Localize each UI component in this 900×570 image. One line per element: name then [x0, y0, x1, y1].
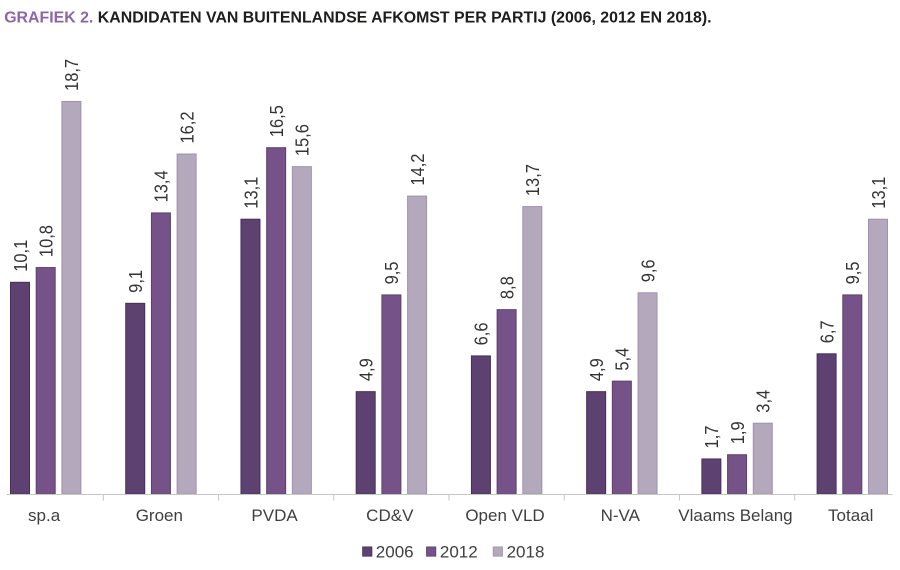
- svg-text:9,1: 9,1: [125, 270, 146, 293]
- svg-text:9,5: 9,5: [842, 262, 863, 285]
- svg-text:1,7: 1,7: [701, 426, 722, 449]
- svg-text:Groen: Groen: [136, 506, 183, 525]
- svg-text:13,1: 13,1: [868, 177, 889, 209]
- svg-text:2012: 2012: [440, 543, 478, 562]
- svg-text:Vlaams Belang: Vlaams Belang: [678, 506, 792, 525]
- svg-text:9,5: 9,5: [381, 262, 402, 285]
- svg-text:6,7: 6,7: [817, 320, 838, 343]
- svg-text:sp.a: sp.a: [28, 506, 61, 525]
- svg-text:PVDA: PVDA: [251, 506, 298, 525]
- svg-text:16,2: 16,2: [177, 111, 198, 143]
- svg-text:Totaal: Totaal: [828, 506, 873, 525]
- svg-text:N-VA: N-VA: [601, 506, 641, 525]
- svg-text:1,9: 1,9: [727, 421, 748, 444]
- svg-text:2006: 2006: [376, 543, 414, 562]
- svg-text:18,7: 18,7: [61, 59, 82, 91]
- svg-text:4,9: 4,9: [356, 358, 377, 381]
- svg-text:13,4: 13,4: [151, 170, 172, 202]
- svg-text:GRAFIEK 2. KANDIDATEN VAN BUIT: GRAFIEK 2. KANDIDATEN VAN BUITENLANDSE A…: [4, 9, 711, 26]
- svg-text:14,2: 14,2: [407, 154, 428, 186]
- svg-text:13,1: 13,1: [240, 177, 261, 209]
- svg-text:4,9: 4,9: [586, 358, 607, 381]
- svg-text:13,7: 13,7: [522, 164, 543, 196]
- svg-text:10,1: 10,1: [10, 240, 31, 272]
- svg-text:3,4: 3,4: [753, 390, 774, 413]
- svg-text:5,4: 5,4: [612, 347, 633, 370]
- svg-text:8,8: 8,8: [497, 276, 518, 299]
- svg-text:15,6: 15,6: [292, 124, 313, 156]
- svg-text:2018: 2018: [507, 543, 545, 562]
- svg-text:10,8: 10,8: [36, 225, 57, 257]
- svg-text:9,6: 9,6: [638, 259, 659, 282]
- svg-text:6,6: 6,6: [471, 323, 492, 346]
- svg-text:16,5: 16,5: [266, 105, 287, 137]
- svg-text:CD&V: CD&V: [366, 506, 414, 525]
- svg-text:Open VLD: Open VLD: [465, 506, 544, 525]
